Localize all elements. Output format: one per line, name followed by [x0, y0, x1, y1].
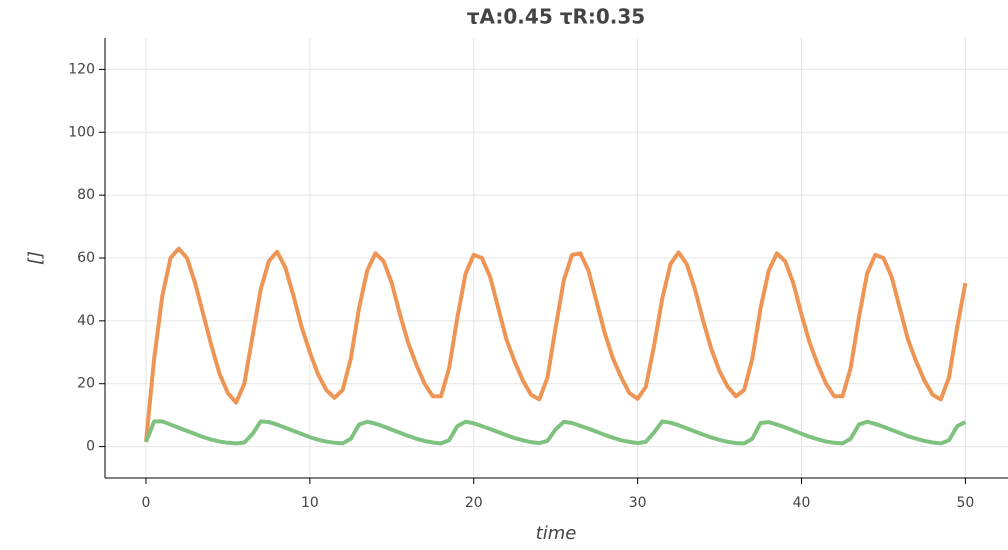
plot-area: [143, 246, 968, 446]
y-tick-label: 40: [77, 313, 95, 329]
y-tick-label: 100: [68, 124, 95, 140]
x-tick-label: 20: [465, 495, 483, 511]
x-tick-label: 0: [142, 495, 151, 511]
series-line: [144, 419, 967, 446]
y-tick-label: 20: [77, 376, 95, 392]
x-tick-label: 50: [956, 495, 974, 511]
x-axis-label: time: [536, 523, 577, 544]
x-tick-label: 30: [629, 495, 647, 511]
x-tick-label: 40: [793, 495, 811, 511]
series-line: [143, 246, 968, 443]
x-tick-label: 10: [301, 495, 319, 511]
y-tick-label: 0: [86, 439, 95, 455]
chart-title: τA:0.45 τR:0.35: [467, 5, 645, 29]
y-tick-label: 80: [77, 187, 95, 203]
y-tick-label: 60: [77, 250, 95, 266]
y-axis-label: []: [25, 251, 46, 265]
y-tick-label: 120: [68, 61, 95, 77]
